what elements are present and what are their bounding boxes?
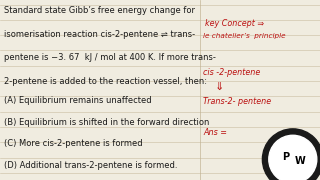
- Ellipse shape: [269, 135, 317, 180]
- Text: Standard state Gibb’s free energy change for: Standard state Gibb’s free energy change…: [4, 6, 195, 15]
- Text: Trans-2- pentene: Trans-2- pentene: [203, 97, 271, 106]
- Text: (C) More cis-2-pentene is formed: (C) More cis-2-pentene is formed: [4, 140, 142, 148]
- Text: P: P: [282, 152, 289, 162]
- Text: le chatelier’s  principle: le chatelier’s principle: [203, 32, 286, 39]
- Text: isomerisation reaction cis-2-pentene ⇌ trans-: isomerisation reaction cis-2-pentene ⇌ t…: [4, 30, 195, 39]
- Text: W: W: [294, 156, 305, 166]
- Text: pentene is −3. 67  kJ / mol at 400 K. If more trans-: pentene is −3. 67 kJ / mol at 400 K. If …: [4, 53, 216, 62]
- Text: 2-pentene is added to the reaction vessel, then:: 2-pentene is added to the reaction vesse…: [4, 76, 207, 86]
- Text: ⇓: ⇓: [214, 82, 224, 92]
- Ellipse shape: [262, 129, 320, 180]
- Text: Ans =: Ans =: [203, 128, 227, 137]
- Text: cis -2-pentene: cis -2-pentene: [203, 68, 260, 77]
- Text: (A) Equilibrium remains unaffected: (A) Equilibrium remains unaffected: [4, 96, 151, 105]
- Text: (D) Additional trans-2-pentene is formed.: (D) Additional trans-2-pentene is formed…: [4, 161, 177, 170]
- Text: key Concept ⇒: key Concept ⇒: [205, 19, 264, 28]
- Text: (B) Equilibrium is shifted in the forward direction: (B) Equilibrium is shifted in the forwar…: [4, 118, 209, 127]
